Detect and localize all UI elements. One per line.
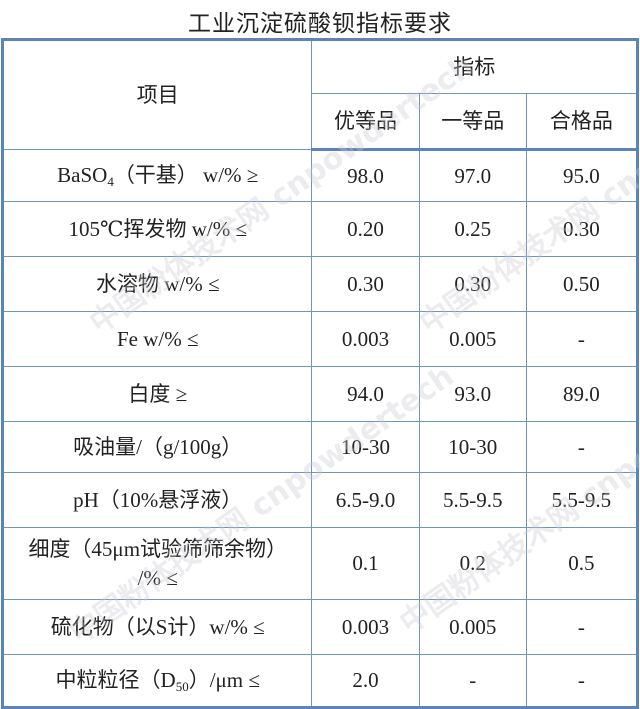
cell-value: 0.2: [418, 527, 527, 600]
cell-value: 0.1: [311, 527, 420, 600]
header-indicator: 指标: [311, 39, 638, 94]
header-item: 项目: [1, 39, 313, 150]
cell-value: -: [525, 654, 639, 708]
row-label: 吸油量/（g/100g）: [1, 421, 313, 473]
cell-value: 10-30: [311, 421, 420, 473]
table-row: 白度 ≥ 94.0 93.0 89.0: [1, 366, 639, 422]
row-label: 中粒粒径（D50）/μm ≤: [1, 654, 313, 708]
barium-sulfate-spec-table: 项目 指标 优等品 一等品 合格品 BaSO4（干基） w/% ≥ 98.0 9…: [1, 38, 639, 709]
table-row: 中粒粒径（D50）/μm ≤ 2.0 - -: [1, 654, 639, 708]
cell-value: 6.5-9.0: [311, 472, 420, 528]
row-label: 105℃挥发物 w/% ≤: [1, 201, 313, 257]
table-row: pH（10%悬浮液） 6.5-9.0 5.5-9.5 5.5-9.5: [1, 472, 639, 528]
cell-value: 89.0: [525, 366, 639, 422]
table-row: BaSO4（干基） w/% ≥ 98.0 97.0 95.0: [1, 149, 639, 202]
table-row: 105℃挥发物 w/% ≤ 0.20 0.25 0.30: [1, 201, 639, 257]
row-label: 硫化物（以S计）w/% ≤: [1, 599, 313, 655]
row-label: Fe w/% ≤: [1, 311, 313, 367]
header-grade-premium: 优等品: [311, 93, 420, 151]
cell-value: 95.0: [525, 149, 639, 202]
table-row: 硫化物（以S计）w/% ≤ 0.003 0.005 -: [1, 599, 639, 655]
row-label: pH（10%悬浮液）: [1, 472, 313, 528]
row-label: BaSO4（干基） w/% ≥: [1, 149, 313, 202]
table-row: 吸油量/（g/100g） 10-30 10-30 -: [1, 421, 639, 473]
cell-value: 10-30: [418, 421, 527, 473]
cell-value: 0.50: [525, 256, 639, 312]
cell-value: -: [525, 421, 639, 473]
cell-value: -: [525, 599, 639, 655]
cell-value: 0.25: [418, 201, 527, 257]
row-label: 水溶物 w/% ≤: [1, 256, 313, 312]
cell-value: 0.005: [418, 311, 527, 367]
table-title: 工业沉淀硫酸钡指标要求: [188, 11, 452, 36]
cell-value: 93.0: [418, 366, 527, 422]
cell-value: 0.20: [311, 201, 420, 257]
cell-value: 0.005: [418, 599, 527, 655]
cell-value: 98.0: [311, 149, 420, 202]
cell-value: 5.5-9.5: [525, 472, 639, 528]
row-label: 白度 ≥: [1, 366, 313, 422]
cell-value: 0.003: [311, 599, 420, 655]
header-grade-qualified: 合格品: [525, 93, 639, 151]
row-label: 细度（45μm试验筛筛余物）/% ≤: [1, 527, 313, 600]
table-row: Fe w/% ≤ 0.003 0.005 -: [1, 311, 639, 367]
cell-value: -: [525, 311, 639, 367]
table-row: 细度（45μm试验筛筛余物）/% ≤ 0.1 0.2 0.5: [1, 527, 639, 600]
cell-value: 0.30: [311, 256, 420, 312]
cell-value: 5.5-9.5: [418, 472, 527, 528]
header-grade-first: 一等品: [418, 93, 527, 151]
table-row: 水溶物 w/% ≤ 0.30 0.30 0.50: [1, 256, 639, 312]
cell-value: 94.0: [311, 366, 420, 422]
cell-value: 0.30: [418, 256, 527, 312]
cell-value: 2.0: [311, 654, 420, 708]
cell-value: 0.30: [525, 201, 639, 257]
cell-value: 97.0: [418, 149, 527, 202]
cell-value: -: [418, 654, 527, 708]
cell-value: 0.003: [311, 311, 420, 367]
cell-value: 0.5: [525, 527, 639, 600]
